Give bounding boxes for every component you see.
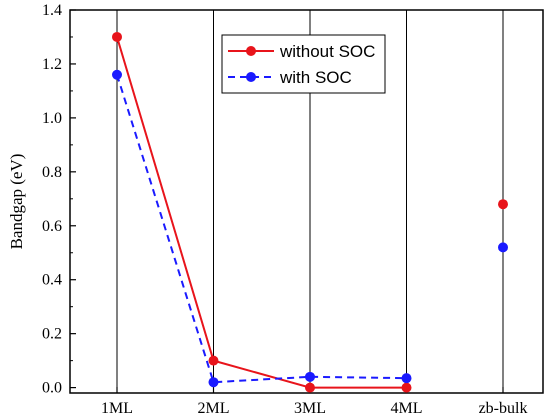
data-series (112, 31, 508, 393)
y-axis-title: Bandgap (eV) (7, 154, 26, 250)
legend: without SOC with SOC (221, 34, 386, 94)
y-tick-label: 1.0 (42, 110, 62, 127)
legend-label: with SOC (279, 68, 352, 87)
data-point-3ML (305, 382, 315, 393)
y-tick-label: 0.6 (42, 218, 62, 235)
x-tick-label-1ML: 1ML (101, 400, 133, 417)
legend-label: without SOC (279, 42, 375, 61)
data-point-4ML (401, 382, 412, 393)
x-tick-label-4ML: 4ML (391, 400, 423, 417)
y-tick-label: 0.2 (42, 326, 62, 343)
data-point-zb-bulk (498, 242, 508, 253)
plot-frame (69, 9, 544, 394)
data-point-2ML (208, 377, 219, 388)
data-point-3ML (305, 371, 315, 382)
y-tick-label: 1.2 (42, 56, 62, 73)
x-tick-label-2ML: 2ML (198, 400, 230, 417)
x-tick-label-zb-bulk: zb-bulk (479, 400, 528, 417)
y-tick-label: 0.0 (42, 380, 62, 397)
legend-box (221, 34, 386, 94)
legend-marker (246, 72, 256, 82)
data-point-1ML (112, 31, 122, 42)
axes: 0.0 0.2 0.4 0.6 0.8 1.0 1.2 1.4 1ML 2ML 3ML 4ML zb-b… (7, 2, 544, 417)
y-tick-label: 0.4 (42, 272, 62, 289)
legend-marker (246, 46, 256, 56)
series-without-soc (112, 31, 508, 393)
y-tick-label: 0.8 (42, 164, 62, 181)
data-point-zb-bulk (498, 199, 508, 210)
x-tick-label-3ML: 3ML (294, 400, 326, 417)
series-with-soc (112, 69, 508, 388)
data-point-2ML (208, 355, 219, 366)
series-line (116, 36, 407, 389)
y-tick-label: 1.4 (42, 2, 62, 19)
series-line (116, 74, 407, 384)
data-point-4ML (401, 373, 412, 384)
data-point-1ML (112, 69, 122, 80)
